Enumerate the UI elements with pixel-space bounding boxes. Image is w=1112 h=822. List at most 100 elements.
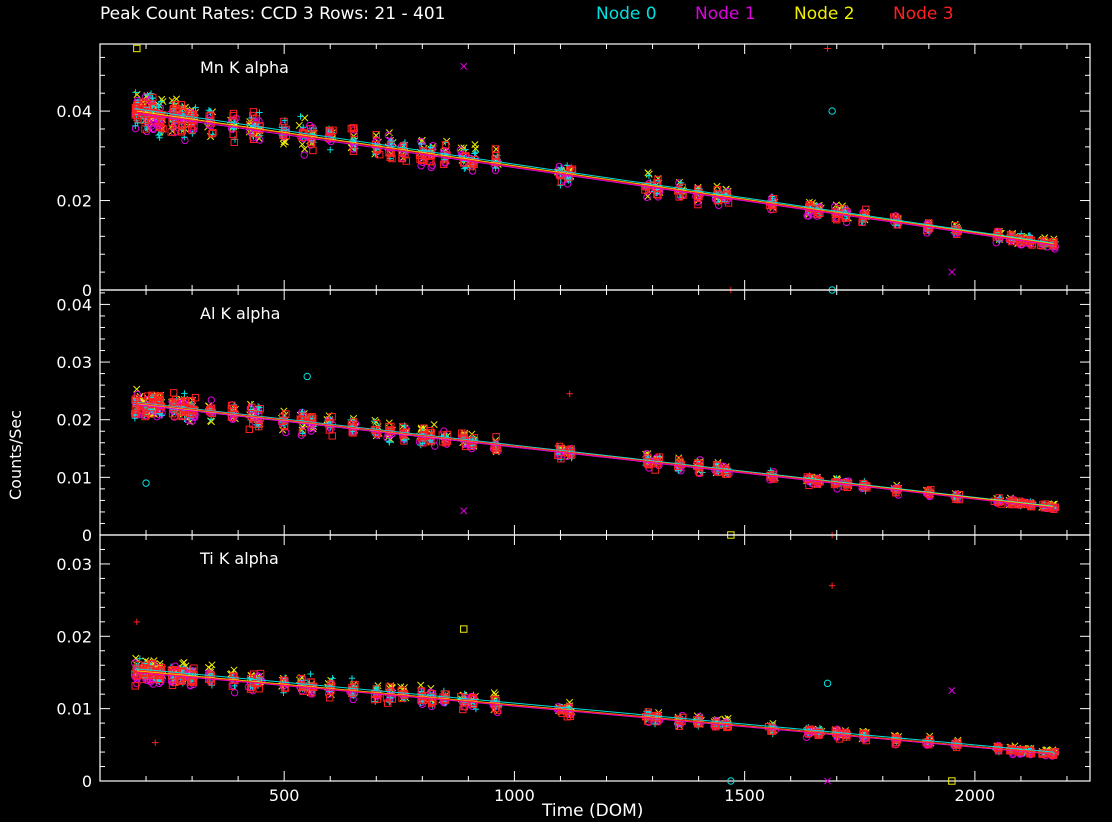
data-point	[177, 101, 186, 109]
data-point	[386, 439, 393, 446]
data-point	[675, 467, 682, 474]
data-point	[131, 682, 139, 690]
data-point	[298, 140, 306, 148]
outlier-point	[460, 62, 468, 70]
data-point	[398, 154, 406, 163]
trend-line	[136, 112, 1054, 246]
outlier-point	[142, 479, 150, 487]
data-point	[256, 109, 263, 116]
data-point	[148, 660, 157, 668]
data-point	[307, 125, 315, 133]
data-point	[557, 182, 564, 189]
legend-node-0: Node 0	[596, 4, 657, 24]
trend-line	[136, 671, 1054, 755]
data-point	[471, 140, 479, 149]
data-point	[256, 669, 265, 678]
outlier-point	[566, 390, 573, 397]
legend-node-2: Node 2	[794, 4, 855, 24]
y-tick-label: 0.01	[56, 700, 92, 719]
data-point	[677, 179, 685, 187]
data-point	[181, 390, 188, 397]
data-point	[153, 395, 162, 404]
y-tick-label: 0.04	[56, 102, 92, 121]
data-point	[249, 108, 258, 116]
data-point	[348, 675, 356, 682]
data-point	[167, 128, 175, 136]
panel-title: Al K alpha	[200, 304, 280, 323]
data-point	[131, 669, 139, 678]
data-point	[833, 216, 841, 224]
data-point	[256, 404, 264, 413]
data-point	[247, 683, 256, 692]
data-point	[209, 128, 217, 137]
data-point	[254, 403, 262, 410]
data-point	[384, 131, 393, 140]
data-point	[675, 193, 683, 201]
data-point	[767, 205, 775, 214]
data-point	[468, 430, 476, 438]
data-point	[149, 94, 156, 102]
data-point	[248, 403, 256, 412]
data-point	[325, 418, 333, 427]
data-point	[298, 428, 307, 437]
y-tick-label: 0.02	[56, 627, 92, 646]
legend-node-1: Node 1	[695, 4, 756, 24]
data-point	[651, 466, 659, 474]
y-tick-label: 0.03	[56, 353, 92, 372]
data-point	[426, 427, 434, 435]
data-point	[132, 664, 141, 673]
outlier-point	[828, 582, 836, 589]
trend-line	[136, 111, 1054, 245]
data-point	[307, 670, 314, 678]
data-point	[190, 122, 198, 130]
data-point	[370, 695, 379, 704]
data-point	[131, 415, 139, 422]
data-point	[168, 118, 176, 126]
data-point	[388, 695, 396, 703]
data-point	[132, 89, 139, 96]
data-point	[417, 140, 425, 148]
data-point	[491, 704, 500, 713]
data-point	[297, 113, 304, 120]
y-tick-label: 0.03	[56, 555, 92, 574]
data-point	[177, 121, 186, 130]
data-point	[188, 126, 196, 134]
x-tick-label: 1000	[494, 786, 535, 805]
data-point	[308, 412, 316, 421]
data-point	[384, 699, 392, 707]
y-tick-label: 0.01	[56, 468, 92, 487]
data-point	[643, 193, 651, 201]
data-point	[372, 130, 380, 139]
data-point	[388, 137, 395, 145]
data-point	[207, 111, 215, 119]
data-point	[301, 114, 309, 122]
trend-line	[136, 671, 1054, 755]
x-tick-label: 1500	[724, 786, 765, 805]
outlier-point	[948, 268, 956, 276]
outlier-point	[133, 618, 141, 626]
data-point	[458, 429, 466, 437]
data-point	[460, 431, 468, 439]
y-tick-label: 0	[82, 526, 92, 545]
data-point	[131, 396, 139, 404]
data-point	[831, 202, 839, 211]
data-point	[149, 93, 157, 102]
y-tick-label: 0.02	[56, 411, 92, 430]
data-point	[154, 393, 162, 402]
data-point	[329, 126, 337, 134]
data-point	[350, 124, 358, 132]
trend-line	[136, 404, 1054, 509]
data-point	[805, 726, 813, 735]
data-point	[208, 661, 216, 669]
outlier-point	[948, 777, 956, 785]
data-point	[557, 704, 566, 713]
data-point	[713, 186, 721, 194]
chart-title: Peak Count Rates: CCD 3 Rows: 21 - 401	[100, 4, 446, 24]
data-point	[370, 417, 378, 425]
data-point	[132, 122, 139, 130]
data-point	[555, 442, 564, 451]
data-point	[724, 723, 732, 731]
data-point	[417, 156, 426, 164]
data-point	[280, 676, 288, 685]
data-point	[388, 154, 396, 163]
